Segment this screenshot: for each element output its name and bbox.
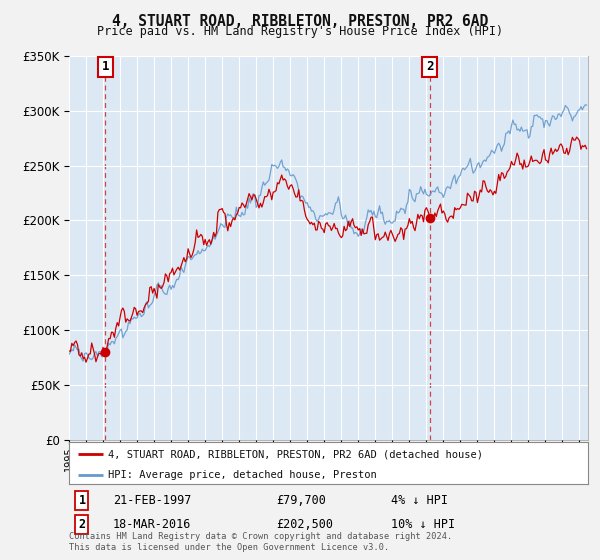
Text: 4% ↓ HPI: 4% ↓ HPI (391, 494, 448, 507)
Text: £202,500: £202,500 (277, 517, 334, 531)
Text: 21-FEB-1997: 21-FEB-1997 (113, 494, 191, 507)
Text: 2: 2 (79, 517, 86, 531)
Text: 10% ↓ HPI: 10% ↓ HPI (391, 517, 455, 531)
Text: 18-MAR-2016: 18-MAR-2016 (113, 517, 191, 531)
Text: Price paid vs. HM Land Registry's House Price Index (HPI): Price paid vs. HM Land Registry's House … (97, 25, 503, 38)
Text: 1: 1 (101, 60, 109, 73)
Text: HPI: Average price, detached house, Preston: HPI: Average price, detached house, Pres… (108, 470, 377, 480)
Text: £79,700: £79,700 (277, 494, 326, 507)
Text: 4, STUART ROAD, RIBBLETON, PRESTON, PR2 6AD (detached house): 4, STUART ROAD, RIBBLETON, PRESTON, PR2 … (108, 449, 483, 459)
Text: Contains HM Land Registry data © Crown copyright and database right 2024.
This d: Contains HM Land Registry data © Crown c… (69, 533, 452, 552)
Text: 2: 2 (426, 60, 434, 73)
Text: 1: 1 (79, 494, 86, 507)
Text: 4, STUART ROAD, RIBBLETON, PRESTON, PR2 6AD: 4, STUART ROAD, RIBBLETON, PRESTON, PR2 … (112, 14, 488, 29)
